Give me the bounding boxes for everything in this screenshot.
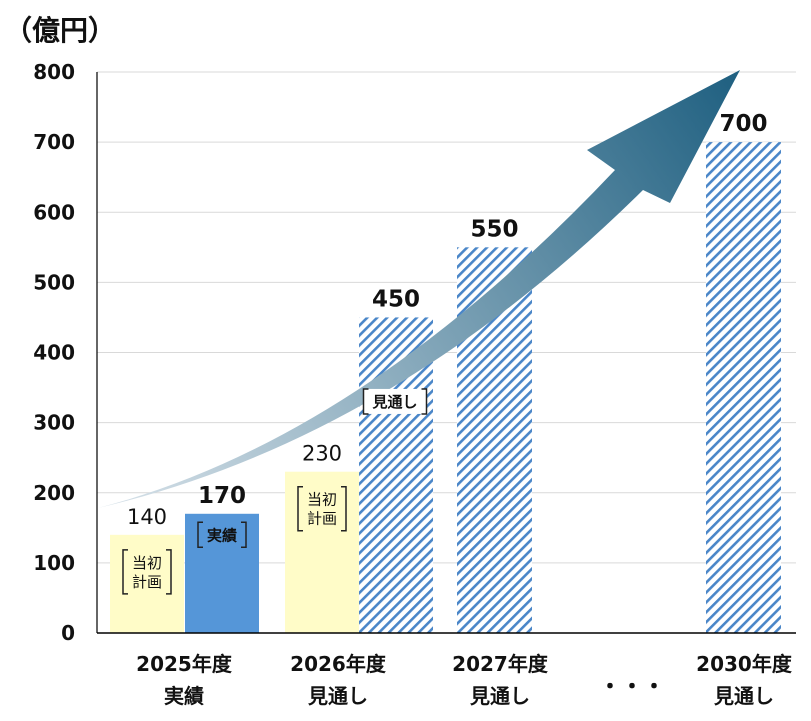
y-tick-label: 0 — [61, 621, 75, 645]
bracket-left — [297, 485, 303, 532]
grid-lines — [97, 71, 796, 564]
y-tick-label: 600 — [33, 200, 75, 224]
bracket-left — [122, 549, 128, 595]
y-tick-label: 400 — [33, 341, 75, 365]
y-tick-label: 500 — [33, 270, 75, 294]
bracket-right — [166, 549, 172, 595]
bar-value-label: 450 — [372, 286, 420, 312]
bracket-right — [421, 388, 428, 415]
bar-value-label: 140 — [127, 505, 167, 529]
y-axis-ticks: 0 100 200 300 400 500 600 700 800 — [33, 60, 75, 645]
x-axis-label: 2026年度 — [290, 652, 387, 676]
bar-value-label: 230 — [302, 442, 342, 466]
bar-tag-text: 実績 — [207, 526, 237, 544]
bracket-left — [197, 521, 203, 549]
y-axis-unit-label: （億円） — [4, 14, 116, 47]
axes — [96, 72, 796, 634]
x-axis-label: 2025年度 — [136, 652, 233, 676]
y-tick-label: 200 — [33, 481, 75, 505]
bar-tag-text: 計画 — [132, 573, 162, 591]
bar-tag-text: 当初 — [132, 554, 162, 572]
x-axis-sublabel: 見通し — [714, 684, 774, 708]
bar-tag-background — [363, 388, 427, 414]
x-axis-label: 2027年度 — [452, 652, 549, 676]
bar-forecast — [706, 142, 781, 633]
y-tick-label: 300 — [33, 411, 75, 435]
y-tick-label: 100 — [33, 551, 75, 575]
bar-tag-text: 当初 — [307, 491, 337, 509]
x-axis-label: ・・・ — [599, 675, 665, 700]
bracket-left — [362, 388, 369, 415]
bar-tag-text: 見通し — [371, 393, 417, 411]
bars — [110, 142, 781, 633]
growth-arrow — [98, 70, 740, 508]
x-axis-sublabel: 実績 — [164, 684, 204, 708]
x-axis-sublabel: 見通し — [470, 684, 530, 708]
bar-value-label: 550 — [470, 216, 518, 242]
growth-arrow-shape — [98, 70, 740, 508]
bar-value-label: 170 — [198, 483, 246, 509]
bar-tag-text: 計画 — [307, 510, 337, 528]
bar-value-label: 700 — [719, 111, 767, 137]
bracket-right — [241, 521, 247, 549]
y-tick-label: 800 — [33, 60, 75, 84]
y-tick-label: 700 — [33, 130, 75, 154]
x-axis-label: 2030年度 — [696, 652, 793, 676]
x-axis-sublabel: 見通し — [308, 684, 368, 708]
bracket-right — [341, 485, 347, 532]
